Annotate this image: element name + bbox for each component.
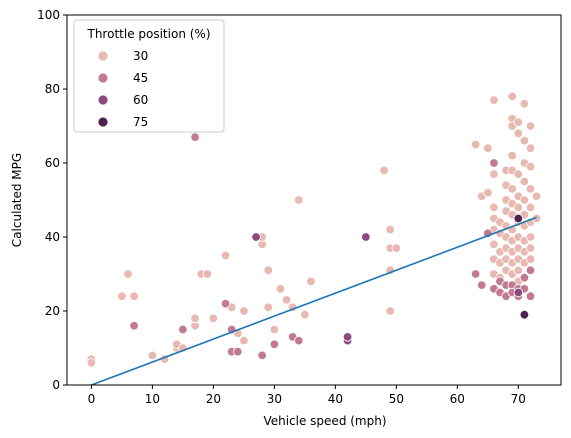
data-point bbox=[508, 151, 517, 160]
legend-label: 45 bbox=[133, 71, 148, 85]
data-point bbox=[471, 140, 480, 149]
y-tick-label: 20 bbox=[45, 304, 60, 318]
data-point bbox=[270, 340, 279, 349]
data-point bbox=[526, 292, 535, 301]
data-point bbox=[124, 270, 133, 279]
data-point bbox=[209, 314, 218, 323]
data-point bbox=[179, 325, 188, 334]
data-point bbox=[148, 351, 157, 360]
data-point bbox=[477, 281, 486, 290]
data-point bbox=[526, 203, 535, 212]
data-point bbox=[203, 270, 212, 279]
data-point bbox=[118, 292, 127, 301]
data-point bbox=[294, 196, 303, 205]
data-point bbox=[484, 144, 493, 153]
x-tick-label: 30 bbox=[267, 392, 282, 406]
data-point bbox=[130, 292, 139, 301]
data-point bbox=[490, 159, 499, 168]
data-point bbox=[386, 225, 395, 234]
data-point bbox=[343, 333, 352, 342]
data-point bbox=[276, 285, 285, 294]
legend-label: 60 bbox=[133, 93, 148, 107]
data-point bbox=[130, 322, 139, 331]
data-point bbox=[87, 359, 96, 368]
legend-marker bbox=[98, 95, 108, 105]
legend: Throttle position (%) 30 45 60 75 bbox=[74, 20, 224, 132]
data-point bbox=[514, 129, 523, 138]
data-point bbox=[307, 277, 316, 286]
x-tick-label: 40 bbox=[328, 392, 343, 406]
data-point bbox=[526, 233, 535, 242]
data-point bbox=[514, 288, 523, 297]
data-point bbox=[526, 122, 535, 131]
data-point bbox=[258, 351, 267, 360]
data-point bbox=[514, 266, 523, 275]
data-point bbox=[526, 244, 535, 253]
y-tick-label: 80 bbox=[45, 82, 60, 96]
data-point bbox=[264, 266, 273, 275]
legend-marker bbox=[98, 51, 108, 61]
data-point bbox=[191, 314, 200, 323]
data-point bbox=[490, 203, 499, 212]
y-tick-label: 100 bbox=[37, 8, 60, 22]
data-point bbox=[264, 303, 273, 312]
data-point bbox=[233, 347, 242, 356]
data-point bbox=[240, 307, 249, 316]
data-point bbox=[294, 336, 303, 345]
data-point bbox=[386, 307, 395, 316]
data-point bbox=[221, 251, 230, 260]
data-point bbox=[532, 192, 541, 201]
data-point bbox=[514, 214, 523, 223]
data-point bbox=[526, 144, 535, 153]
data-point bbox=[520, 310, 529, 319]
y-axis-label: Calculated MPG bbox=[10, 153, 24, 247]
data-point bbox=[240, 336, 249, 345]
data-point bbox=[490, 170, 499, 179]
data-point bbox=[520, 273, 529, 282]
x-tick-label: 0 bbox=[88, 392, 96, 406]
data-point bbox=[520, 177, 529, 186]
data-point bbox=[484, 188, 493, 197]
legend-marker bbox=[98, 73, 108, 83]
data-point bbox=[490, 96, 499, 105]
data-point bbox=[282, 296, 291, 305]
data-point bbox=[514, 118, 523, 127]
data-point bbox=[362, 233, 371, 242]
data-point bbox=[490, 240, 499, 249]
data-point bbox=[526, 255, 535, 264]
data-point bbox=[520, 137, 529, 146]
data-point bbox=[392, 244, 401, 253]
x-tick-label: 60 bbox=[450, 392, 465, 406]
data-point bbox=[191, 133, 200, 142]
legend-title: Throttle position (%) bbox=[87, 27, 211, 41]
x-tick-label: 10 bbox=[145, 392, 160, 406]
data-point bbox=[270, 325, 279, 334]
data-point bbox=[520, 100, 529, 109]
y-tick-label: 40 bbox=[45, 230, 60, 244]
x-tick-label: 50 bbox=[389, 392, 404, 406]
legend-marker bbox=[98, 117, 108, 127]
data-point bbox=[526, 162, 535, 171]
data-point bbox=[471, 270, 480, 279]
legend-label: 30 bbox=[133, 49, 148, 63]
data-point bbox=[514, 170, 523, 179]
data-point bbox=[508, 92, 517, 101]
data-point bbox=[252, 233, 261, 242]
x-tick-label: 20 bbox=[206, 392, 221, 406]
y-tick-label: 60 bbox=[45, 156, 60, 170]
y-tick-label: 0 bbox=[52, 378, 60, 392]
data-point bbox=[508, 185, 517, 194]
data-point bbox=[301, 310, 310, 319]
x-tick-label: 70 bbox=[511, 392, 526, 406]
data-point bbox=[526, 185, 535, 194]
data-point bbox=[520, 196, 529, 205]
x-axis-label: Vehicle speed (mph) bbox=[263, 414, 386, 428]
data-point bbox=[514, 203, 523, 212]
data-point bbox=[380, 166, 389, 175]
data-point bbox=[221, 299, 230, 308]
legend-label: 75 bbox=[133, 115, 148, 129]
data-point bbox=[526, 266, 535, 275]
